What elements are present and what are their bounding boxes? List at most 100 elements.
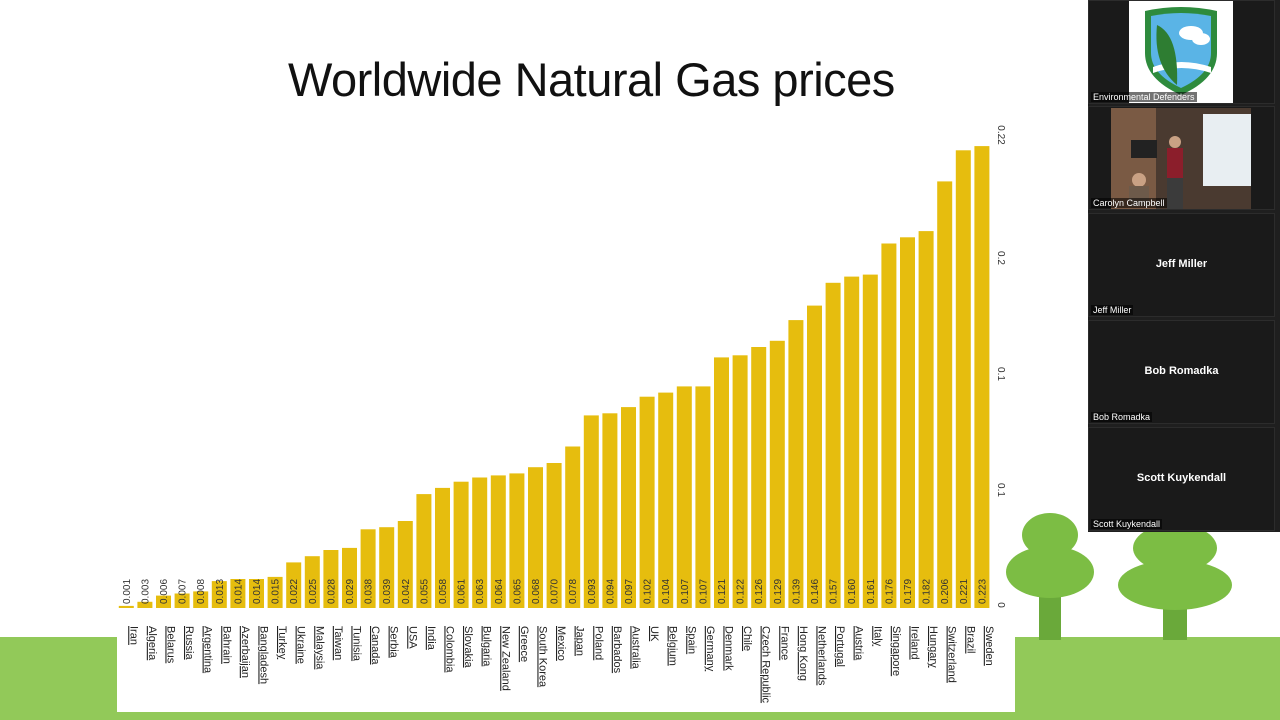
presentation-slide: Worldwide Natural Gas prices 0.001 0.003 0… — [0, 53, 1280, 720]
participant-tile-jeff-miller[interactable]: Jeff Miller Jeff Miller — [1088, 213, 1275, 317]
tree-right — [1118, 524, 1232, 640]
bar-value-label: 0.014 — [233, 579, 244, 604]
x-tick-label: Russia — [183, 626, 195, 661]
x-tick-label: Denmark — [723, 626, 735, 671]
x-tick-label: Iran — [127, 626, 139, 645]
participant-name: Carolyn Campbell — [1091, 198, 1167, 208]
bar-value-label: 0.122 — [736, 579, 747, 604]
participant-name: Environmental Defenders — [1091, 92, 1197, 102]
camera-video-feed — [1111, 108, 1251, 209]
participant-name: Scott Kuykendall — [1091, 519, 1163, 529]
bar-value-label: 0.003 — [140, 579, 151, 604]
x-tick-label: Germany — [704, 626, 716, 672]
y-tick-label: 0.1 — [995, 367, 1006, 381]
bar-value-label: 0.064 — [494, 579, 505, 604]
bar-value-label: 0.028 — [326, 579, 337, 604]
participant-display-name: Bob Romadka — [1144, 365, 1219, 377]
x-tick-label: Colombia — [444, 626, 456, 673]
x-tick-label: Czech Republic — [760, 626, 772, 704]
bar-value-label: 0.104 — [661, 579, 672, 604]
bar-chile — [732, 355, 748, 608]
bar-canada — [360, 529, 376, 608]
bar-value-label: 0.107 — [698, 579, 709, 604]
bar-value-label: 0.013 — [215, 579, 226, 604]
x-tick-label: Bangladesh — [258, 626, 270, 684]
bar-denmark — [714, 357, 729, 608]
bar-value-label: 0.129 — [773, 579, 784, 604]
bar-slovakia — [453, 481, 469, 608]
x-tick-label: Sweden — [983, 626, 995, 666]
bar-ukraine — [286, 562, 302, 608]
bar-spain — [676, 386, 692, 608]
bar-czech-republic — [751, 347, 767, 608]
participant-tile-scott-kuykendall[interactable]: Scott Kuykendall Scott Kuykendall — [1088, 427, 1275, 531]
bar-value-label: 0.022 — [289, 579, 300, 604]
bar-value-label: 0.206 — [940, 579, 951, 604]
x-tick-label: Italy — [871, 626, 883, 647]
bar-bahrain — [211, 581, 227, 608]
bar-value-label: 0.146 — [810, 579, 821, 604]
x-tick-label: Canada — [369, 626, 381, 665]
x-tick-label: South Korea — [537, 626, 549, 688]
bar-ireland — [900, 237, 915, 609]
x-tick-label: Greece — [518, 626, 530, 662]
bar-value-label: 0.029 — [345, 579, 356, 604]
bar-value-label: 0.139 — [791, 579, 802, 604]
participant-tile-logo[interactable]: Environmental Defenders — [1088, 0, 1275, 104]
bar-value-label: 0.093 — [587, 579, 598, 604]
bar-value-label: 0.008 — [196, 579, 207, 604]
bar-value-label: 0.001 — [122, 579, 133, 604]
bar-austria — [844, 276, 860, 608]
y-tick-label: 0.22 — [995, 125, 1006, 145]
x-tick-label: Chile — [741, 626, 753, 651]
x-tick-label: Tunisia — [351, 626, 363, 662]
bar-new-zealand — [490, 475, 506, 608]
bar-value-label: 0.055 — [419, 579, 430, 604]
bar-value-label: 0.182 — [922, 579, 933, 604]
participant-tile-camera[interactable]: Carolyn Campbell — [1088, 106, 1275, 210]
x-tick-label: Malaysia — [313, 626, 325, 670]
x-tick-label: Singapore — [890, 626, 902, 676]
bar-bangladesh — [249, 579, 264, 608]
participant-name: Jeff Miller — [1091, 305, 1134, 315]
bar-value-label: 0.107 — [680, 579, 691, 604]
x-tick-label: Spain — [685, 626, 697, 654]
bar-value-label: 0.097 — [624, 579, 635, 604]
bar-portugal — [825, 282, 841, 608]
chart-panel — [117, 612, 1015, 712]
x-tick-label: Poland — [592, 626, 604, 660]
bar-hungary — [918, 231, 934, 608]
shield-logo-icon — [1145, 7, 1217, 95]
x-tick-label: USA — [406, 626, 418, 649]
bar-value-label: 0.223 — [977, 579, 988, 604]
x-tick-label: Algeria — [146, 626, 158, 661]
bar-switzerland — [937, 181, 953, 608]
bar-value-label: 0.042 — [401, 579, 412, 604]
bar-belgium — [658, 392, 674, 608]
x-tick-label: Serbia — [388, 626, 400, 659]
bar-tunisia — [342, 547, 357, 608]
bar-value-label: 0.063 — [475, 579, 486, 604]
x-tick-label: Argentina — [202, 626, 214, 674]
bar-value-label: 0.058 — [438, 579, 449, 604]
x-tick-label: Barbados — [611, 626, 623, 674]
x-tick-label: Taiwan — [332, 626, 344, 660]
bar-greece — [509, 473, 525, 608]
bar-belarus — [156, 595, 171, 608]
x-tick-label: Austria — [853, 626, 865, 661]
bar-value-label: 0.068 — [531, 579, 542, 604]
x-tick-label: Slovakia — [462, 626, 474, 668]
participant-tile-bob-romadka[interactable]: Bob Romadka Bob Romadka — [1088, 320, 1275, 424]
bar-value-label: 0.161 — [866, 579, 877, 604]
bar-value-label: 0.014 — [252, 579, 263, 604]
x-tick-label: Bahrain — [220, 626, 232, 664]
bar-value-label: 0.160 — [847, 579, 858, 604]
bar-colombia — [435, 487, 450, 608]
y-tick-label: 0.1 — [995, 483, 1006, 497]
x-tick-label: Brazil — [964, 626, 976, 654]
bar-value-label: 0.006 — [159, 579, 170, 604]
x-tick-label: Mexico — [555, 626, 567, 661]
x-tick-label: France — [778, 626, 790, 660]
bar-poland — [583, 415, 599, 608]
participant-display-name: Scott Kuykendall — [1136, 472, 1227, 484]
